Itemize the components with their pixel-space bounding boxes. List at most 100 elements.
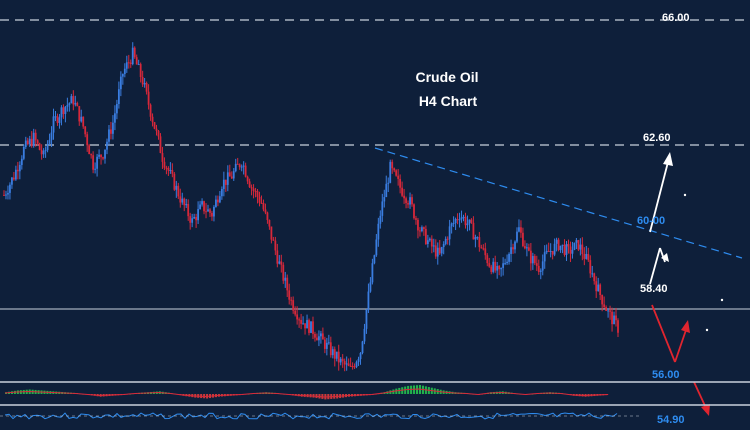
level-label-60: 60-00	[637, 215, 665, 227]
candle-body	[68, 103, 71, 106]
candle-body	[82, 116, 85, 127]
macd-bar	[415, 385, 419, 394]
candle-body	[460, 217, 463, 220]
candle-body	[527, 247, 530, 251]
candle-body	[48, 139, 51, 144]
candle-body	[395, 170, 398, 176]
candle-body	[117, 89, 120, 105]
candle-body	[50, 132, 53, 140]
candle-body	[205, 211, 207, 213]
candle-body	[193, 217, 196, 219]
candle-body	[339, 358, 342, 363]
candle-body	[504, 263, 507, 265]
candle-body	[510, 247, 512, 254]
candle-body	[401, 187, 404, 196]
candle-body	[175, 185, 178, 190]
candle-body	[472, 222, 475, 240]
candle-body	[217, 199, 219, 203]
candle-body	[391, 161, 394, 169]
candle-body	[197, 209, 200, 221]
candle-body	[456, 219, 459, 221]
candle-body	[529, 250, 532, 264]
candle-body	[3, 194, 5, 196]
candle-body	[539, 270, 542, 272]
candle-body	[201, 201, 203, 205]
macd-bar	[401, 387, 404, 394]
candle-body	[70, 96, 73, 104]
candle-body	[112, 122, 114, 134]
candle-body	[264, 209, 267, 213]
candle-body	[155, 128, 158, 131]
candle-body	[458, 219, 461, 221]
candle-body	[157, 130, 160, 137]
candle-body	[589, 260, 592, 274]
candle-body	[58, 117, 61, 123]
candle-body	[428, 238, 431, 241]
candle-body	[114, 113, 116, 123]
candle-body	[333, 349, 336, 359]
candle-body	[62, 107, 65, 115]
candle-body	[585, 253, 588, 259]
candle-body	[11, 177, 13, 185]
candle-body	[361, 341, 364, 353]
candle-body	[559, 245, 562, 251]
candle-body	[286, 277, 289, 291]
candles-group	[3, 42, 619, 372]
candle-body	[359, 352, 362, 360]
candle-body	[274, 240, 277, 251]
candle-body	[363, 328, 366, 342]
candle-body	[557, 239, 560, 251]
candle-body	[605, 307, 608, 311]
candle-body	[587, 253, 590, 261]
candle-body	[514, 241, 516, 250]
candle-body	[248, 181, 251, 188]
candle-body	[555, 239, 558, 244]
candle-body	[506, 261, 508, 264]
candle-body	[288, 290, 291, 300]
bear-arrow-up-1	[674, 329, 687, 363]
candle-body	[38, 143, 41, 150]
candle-body	[42, 150, 45, 155]
candle-body	[525, 247, 528, 249]
candle-body	[397, 175, 400, 179]
candle-body	[207, 209, 209, 212]
candle-body	[282, 264, 285, 281]
candle-body	[537, 265, 540, 272]
candle-body	[579, 244, 582, 250]
macd-bar	[404, 386, 407, 394]
candle-body	[280, 261, 283, 265]
candle-body	[524, 246, 526, 249]
candle-body	[86, 134, 89, 146]
candle-body	[547, 250, 550, 252]
candle-body	[318, 336, 320, 341]
candle-body	[478, 237, 481, 248]
candle-body	[300, 319, 302, 324]
candle-body	[518, 227, 520, 232]
candle-body	[327, 342, 330, 344]
arrowhead-red-down	[701, 404, 710, 416]
candle-body	[581, 244, 584, 254]
candle-body	[389, 161, 392, 183]
projection-arrow-up-right	[649, 161, 669, 233]
candle-body	[64, 106, 67, 115]
candle-body	[7, 192, 9, 195]
candle-body	[549, 250, 552, 252]
candle-body	[595, 281, 598, 292]
candle-body	[520, 227, 522, 233]
candle-body	[442, 244, 445, 248]
candle-body	[20, 158, 23, 165]
candle-body	[383, 197, 386, 202]
candle-body	[244, 165, 247, 177]
candle-body	[183, 198, 186, 206]
candle-body	[321, 333, 324, 340]
candle-body	[553, 243, 556, 255]
candle-body	[450, 223, 453, 227]
candle-body	[72, 96, 75, 105]
candle-body	[224, 179, 227, 185]
candle-body	[76, 103, 79, 107]
candle-body	[577, 240, 580, 250]
candle-body	[432, 245, 435, 247]
candle-body	[254, 190, 257, 192]
candle-body	[541, 261, 544, 271]
candle-body	[276, 250, 279, 264]
